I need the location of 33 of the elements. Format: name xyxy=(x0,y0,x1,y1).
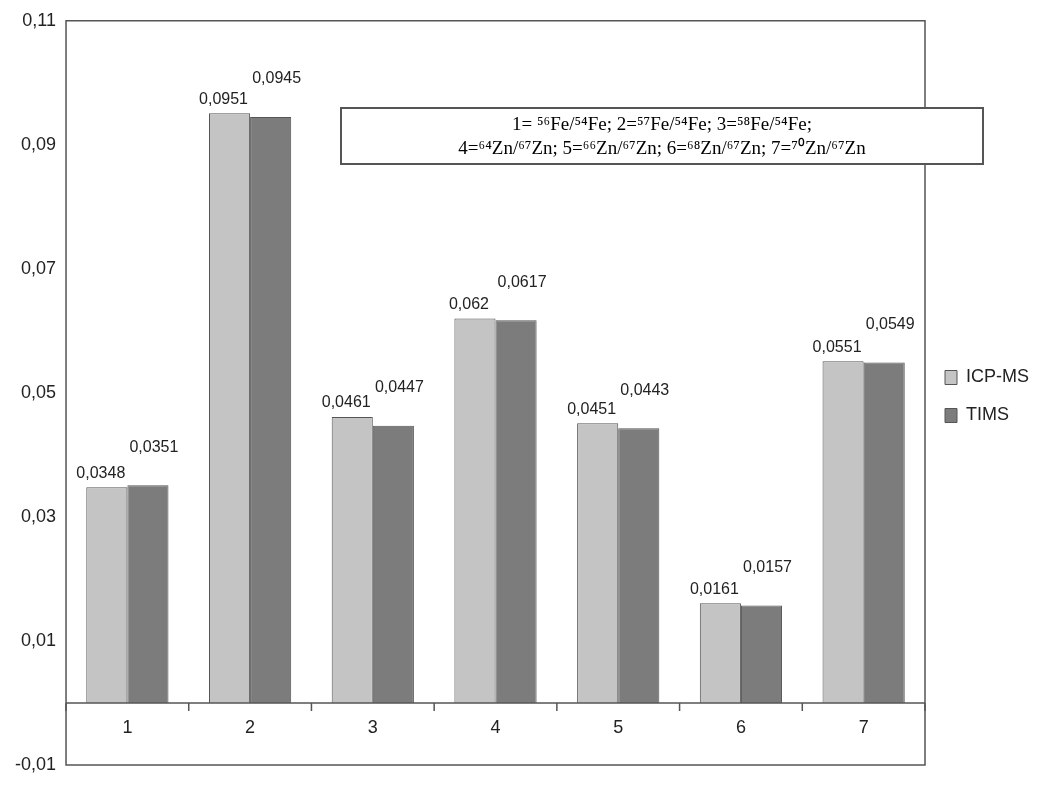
data-label: 0,062 xyxy=(448,294,490,312)
data-label: 0,0447 xyxy=(374,378,424,396)
y-tick-label: 0,05 xyxy=(20,381,57,402)
data-label: 0,0451 xyxy=(567,399,617,417)
annotation: 4=⁶⁴Zn/⁶⁷Zn; 5=⁶⁶Zn/⁶⁷Zn; 6=⁶⁸Zn/⁶⁷Zn; 7=⁷⁰Zn/⁶⁷Zn xyxy=(457,136,867,160)
x-tick-label: 4 xyxy=(490,716,501,737)
x-tick-label: 1 xyxy=(122,716,133,737)
y-tick-label: 0,11 xyxy=(22,9,57,30)
data-label: 0,0549 xyxy=(865,314,915,332)
y-tick-label: 0,03 xyxy=(20,505,57,526)
data-label: 0,0161 xyxy=(689,579,739,597)
y-tick-label: 0,09 xyxy=(20,133,57,154)
data-label: 0,0157 xyxy=(743,558,793,576)
data-label: 0,0461 xyxy=(321,393,371,411)
data-label: 0,0951 xyxy=(199,89,249,107)
x-tick-label: 2 xyxy=(245,716,256,737)
x-tick-label: 3 xyxy=(367,716,378,737)
x-tick-label: 5 xyxy=(613,716,624,737)
data-label: 0,0443 xyxy=(620,380,670,398)
y-tick-label: 0,01 xyxy=(20,629,57,650)
y-tick-label: 0,07 xyxy=(20,257,57,278)
note-box: 1= ⁵⁶Fe/⁵⁴Fe; 2=⁵⁷Fe/⁵⁴Fe; 3=⁵⁸Fe/⁵⁴Fe; 4=⁶⁴Zn/⁶⁷Zn; 5=⁶⁶Zn/⁶⁷Zn; 6=⁶⁸Zn/⁶⁷Zn; 7=⁷⁰Zn/⁶⁷Zn xyxy=(340,107,984,165)
y-tick-label: -0,01 xyxy=(15,753,57,774)
x-tick-label: 7 xyxy=(858,716,869,737)
data-label: 0,0551 xyxy=(812,337,862,355)
data-label: 0,0945 xyxy=(252,69,302,87)
data-label: 0,0617 xyxy=(497,272,547,290)
legend-label: TIMS xyxy=(966,404,1009,425)
x-tick-label: 6 xyxy=(735,716,746,737)
annotation: 1= ⁵⁶Fe/⁵⁴Fe; 2=⁵⁷Fe/⁵⁴Fe; 3=⁵⁸Fe/⁵⁴Fe; xyxy=(510,112,814,136)
legend-label: ICP-MS xyxy=(966,366,1029,387)
data-label: 0,0348 xyxy=(76,463,126,481)
data-label: 0,0351 xyxy=(129,437,179,455)
